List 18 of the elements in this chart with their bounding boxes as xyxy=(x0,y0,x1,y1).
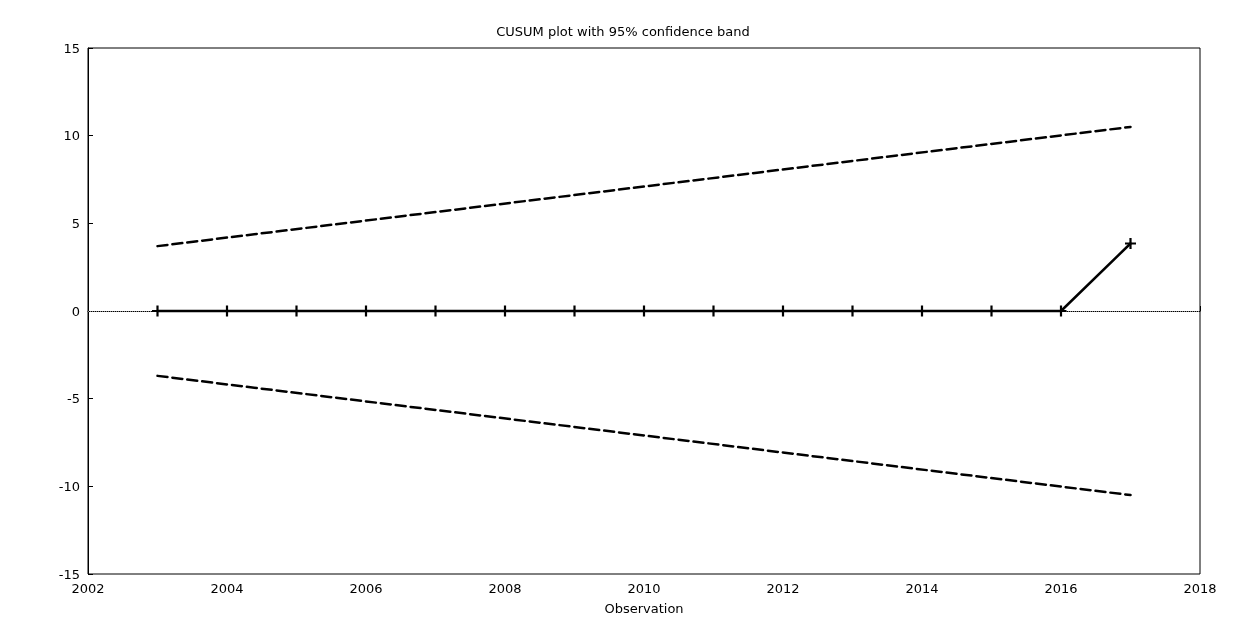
y-tick-label: 0 xyxy=(71,303,80,319)
x-tick-label: 2008 xyxy=(488,581,522,596)
x-tick-label: 2004 xyxy=(210,581,244,596)
x-tick-label: 2014 xyxy=(905,581,939,596)
y-tick-label: -5 xyxy=(67,391,80,407)
y-tick-label: 10 xyxy=(63,128,80,144)
x-tick-label: 2002 xyxy=(71,581,105,596)
y-tick-label: -15 xyxy=(58,566,80,582)
y-tick-label: 5 xyxy=(71,215,80,231)
x-tick-label: 2016 xyxy=(1044,581,1078,596)
x-axis-title: Observation xyxy=(604,601,684,616)
chart-title: CUSUM plot with 95% confidence band xyxy=(496,24,750,39)
y-tick-label: 15 xyxy=(63,40,80,56)
x-tick-label: 2010 xyxy=(627,581,661,596)
x-tick-label: 2018 xyxy=(1183,581,1217,596)
x-tick-label: 2012 xyxy=(766,581,800,596)
x-tick-label: 2006 xyxy=(349,581,383,596)
y-tick-label: -10 xyxy=(58,478,80,494)
